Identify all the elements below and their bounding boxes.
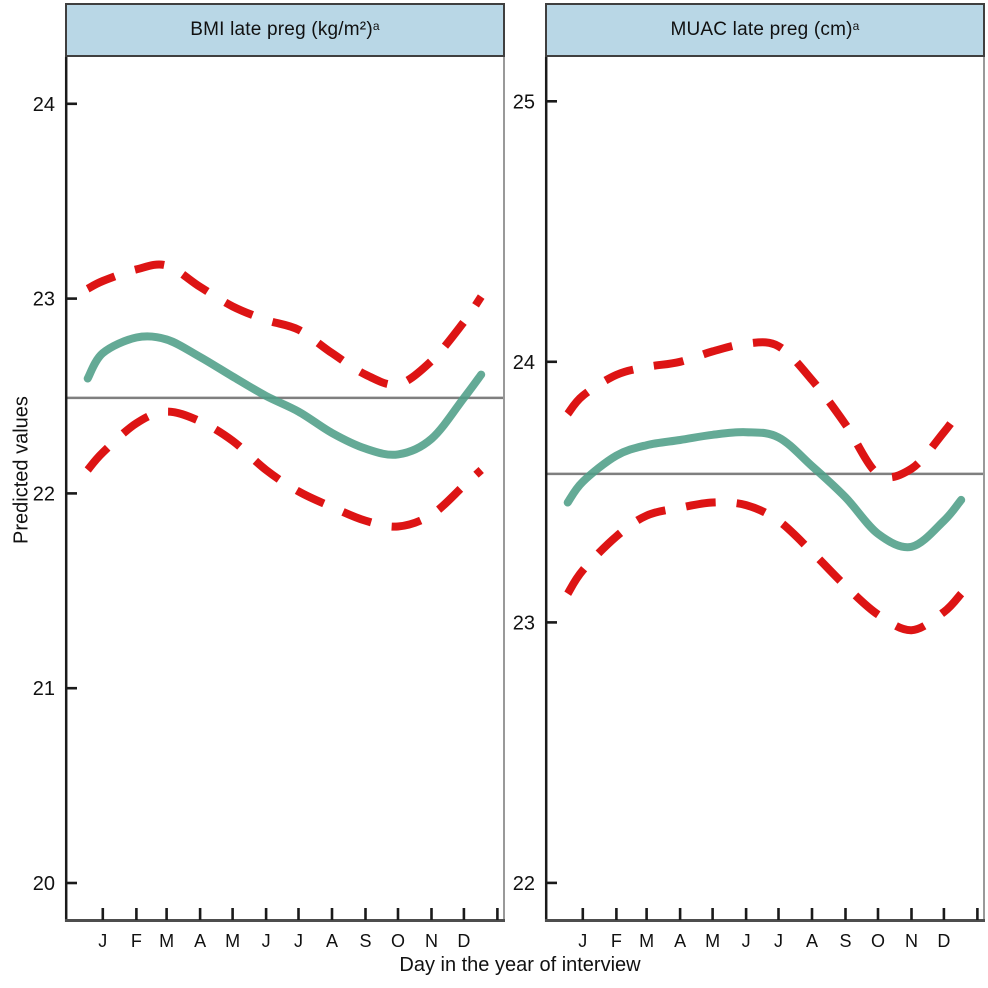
- panel-muac: MUAC late preg (cm) a 25 24 23 22 J F M A M J J A S O N…: [513, 3, 985, 967]
- x-tick-label: M: [639, 931, 654, 951]
- panel-title-bmi: BMI late preg (kg/m²): [190, 19, 373, 40]
- ci-lower-curve: [84, 407, 484, 531]
- x-tick-label: M: [225, 931, 240, 951]
- x-tick-label: J: [742, 931, 751, 951]
- x-axis-line: [545, 919, 985, 922]
- x-tick-label: A: [194, 931, 206, 951]
- x-tick-label: O: [871, 931, 885, 951]
- ci-lower-curve: [564, 498, 965, 635]
- y-tick-label: 24: [513, 352, 535, 374]
- x-tick-label: J: [98, 931, 107, 951]
- ci-upper-curve: [85, 260, 485, 389]
- x-tick-label: A: [674, 931, 686, 951]
- x-tick-label: A: [806, 931, 818, 951]
- x-tick-label: J: [578, 931, 587, 951]
- panel-title-muac: MUAC late preg (cm): [670, 19, 853, 40]
- panel-header-muac: MUAC late preg (cm) a: [545, 3, 985, 57]
- x-tick-label: J: [774, 931, 783, 951]
- y-tick-label: 22: [33, 483, 55, 505]
- x-tick-label: F: [611, 931, 622, 951]
- x-tick-label: N: [905, 931, 918, 951]
- x-tick-label: N: [425, 931, 438, 951]
- y-tick-label: 25: [513, 91, 535, 113]
- x-axis-line: [65, 919, 505, 922]
- predicted-fit-curve: [563, 428, 966, 552]
- x-tick-label: D: [457, 931, 470, 951]
- panel-header-bmi: BMI late preg (kg/m²) a: [65, 3, 505, 57]
- y-tick-label: 23: [513, 612, 535, 634]
- predicted-fit-curve: [83, 332, 486, 459]
- y-tick-label: 24: [33, 94, 55, 116]
- x-tick-label: D: [937, 931, 950, 951]
- x-tick-label: M: [159, 931, 174, 951]
- x-tick-label: J: [262, 931, 271, 951]
- y-tick-label: 23: [33, 289, 55, 311]
- ci-upper-curve: [564, 338, 965, 482]
- y-tick-label: 20: [33, 873, 55, 895]
- y-tick-label: 21: [33, 678, 55, 700]
- x-tick-label: F: [131, 931, 142, 951]
- y-tick-label: 22: [513, 873, 535, 895]
- x-tick-label: M: [705, 931, 720, 951]
- x-tick-label: A: [326, 931, 338, 951]
- x-axis-title: Day in the year of interview: [399, 954, 641, 976]
- panel-bmi: BMI late preg (kg/m²) a 24 23 22 21 20 J F M A M J J…: [33, 3, 505, 967]
- x-tick-label: O: [391, 931, 405, 951]
- x-tick-label: J: [294, 931, 303, 951]
- x-tick-label: S: [359, 931, 371, 951]
- x-tick-label: S: [839, 931, 851, 951]
